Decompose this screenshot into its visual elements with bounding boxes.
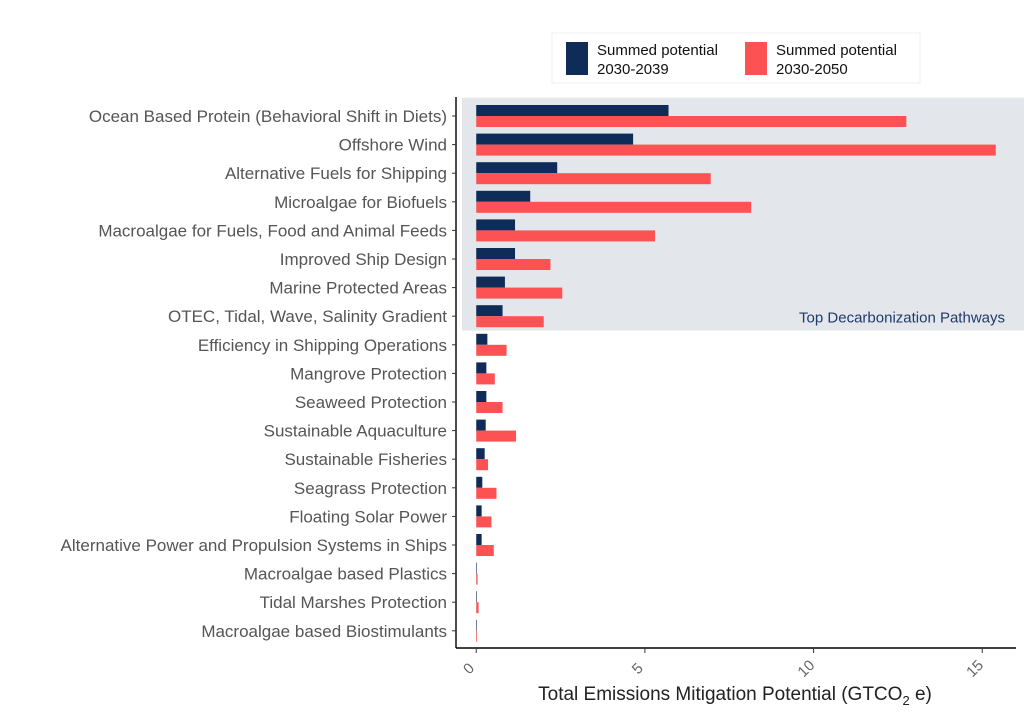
bar-series-2030-2050 [476,487,497,499]
legend-label: Summed potential [776,42,897,59]
bar-series-2030-2050 [476,373,495,385]
legend-swatch [566,42,588,75]
category-label: Sustainable Fisheries [284,450,447,469]
category-label: Seagrass Protection [294,479,447,498]
bar-series-2030-2039 [476,105,669,116]
category-label: Macroalgae based Plastics [244,565,447,584]
legend-label: Summed potential [597,42,718,59]
x-tick-label: 10 [794,657,818,681]
bar-series-2030-2039 [476,333,488,345]
category-label: Improved Ship Design [280,250,447,269]
bar-series-2030-2039 [476,276,505,288]
bar-series-2030-2039 [476,419,486,431]
bar-series-2030-2039 [476,619,477,631]
category-label: Macroalgae for Fuels, Food and Animal Fe… [98,221,447,240]
category-label: Alternative Fuels for Shipping [225,164,447,183]
bar-series-2030-2039 [476,391,487,402]
bar-series-2030-2039 [476,162,558,174]
category-label: Macroalgae based Biostimulants [201,622,447,641]
highlight-region-label: Top Decarbonization Pathways [799,310,1005,327]
bar-series-2030-2050 [476,344,507,356]
bar-series-2030-2039 [476,476,483,488]
bar-series-2030-2039 [476,190,531,202]
x-axis-title-main: Total Emissions Mitigation Potential (GT… [538,684,902,705]
legend-swatch [745,42,767,75]
bar-series-2030-2039 [476,219,516,231]
bar-series-2030-2050 [476,116,907,127]
bar-series-2030-2050 [476,201,752,213]
x-tick-label: 15 [963,657,987,681]
bar-series-2030-2039 [476,362,487,374]
bar-series-2030-2050 [476,259,551,270]
category-label: Efficiency in Shipping Operations [198,336,447,355]
x-tick-label: 5 [629,660,647,678]
bar-series-2030-2050 [476,230,656,242]
legend-label: 2030-2039 [597,61,669,78]
bar-series-2030-2039 [476,305,503,317]
category-label: Seaweed Protection [295,393,447,412]
bar-series-2030-2039 [476,448,485,460]
bar-series-2030-2039 [476,534,482,545]
bar-series-2030-2050 [476,430,517,442]
category-label: Marine Protected Areas [269,279,447,298]
bar-series-2030-2050 [476,630,478,642]
bar-series-2030-2050 [476,545,494,556]
x-tick-label: 0 [460,660,478,678]
category-label: OTEC, Tidal, Wave, Salinity Gradient [168,307,447,326]
category-label: Mangrove Protection [290,364,447,383]
category-label: Alternative Power and Propulsion Systems… [61,536,447,555]
bar-series-2030-2050 [476,516,492,528]
bar-series-2030-2039 [476,133,634,145]
bar-series-2030-2050 [476,459,489,471]
bar-series-2030-2050 [476,173,711,185]
x-axis-title-subscript: 2 [902,693,909,708]
bar-series-2030-2039 [476,248,516,259]
bar-series-2030-2050 [476,573,478,585]
x-axis-title: Total Emissions Mitigation Potential (GT… [538,684,932,708]
bar-series-2030-2050 [476,602,479,614]
bar-series-2030-2039 [476,505,482,517]
category-label: Sustainable Aquaculture [264,422,447,441]
category-label: Ocean Based Protein (Behavioral Shift in… [89,107,447,126]
category-label: Microalgae for Biofuels [274,193,447,212]
x-axis-title-tail: e) [910,684,932,705]
bar-series-2030-2050 [476,144,996,156]
bar-series-2030-2050 [476,316,544,328]
bar-series-2030-2050 [476,287,563,299]
category-label: Tidal Marshes Protection [260,593,447,612]
legend-label: 2030-2050 [776,61,848,78]
bar-series-2030-2039 [476,591,477,603]
bar-series-2030-2050 [476,402,503,413]
category-label: Offshore Wind [339,136,447,155]
legend-box [551,32,921,84]
category-label: Floating Solar Power [289,507,447,526]
bar-series-2030-2039 [476,562,477,574]
